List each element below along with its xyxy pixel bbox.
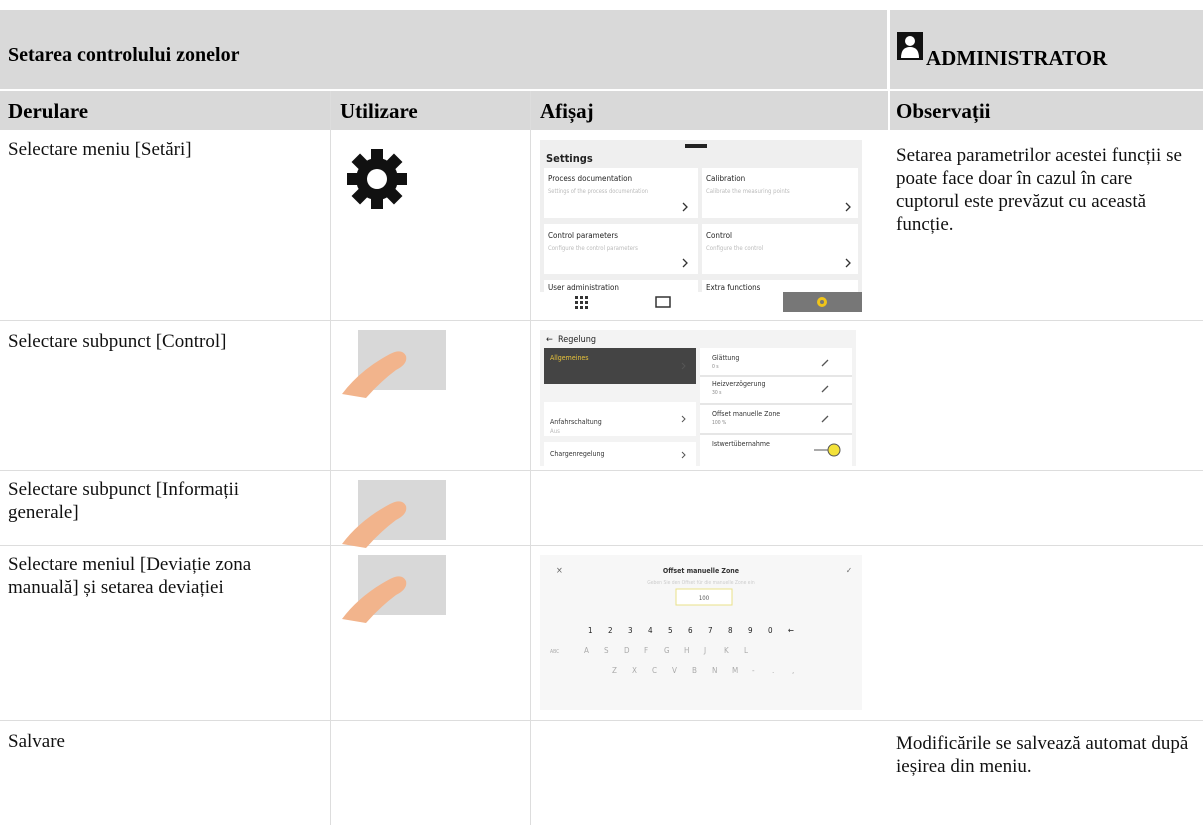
key: L xyxy=(744,646,748,655)
key: C xyxy=(652,666,657,675)
column-header: Observații xyxy=(896,99,991,123)
key: 6 xyxy=(688,626,693,635)
list-item: Anfahrschaltung xyxy=(550,418,602,426)
key: 2 xyxy=(608,626,613,635)
param-name: Glättung xyxy=(712,354,739,362)
input-value: 100 xyxy=(699,595,710,602)
column-header-row xyxy=(0,91,1203,130)
step-text: Selectare meniu [Setări] xyxy=(8,139,192,160)
key: 8 xyxy=(728,626,733,635)
param-name: Offset manuelle Zone xyxy=(712,410,780,418)
key: Z xyxy=(612,666,617,675)
list-value: Aus xyxy=(550,428,560,435)
control-screen: ← Regelung Allgemeines Anfahrschaltung A… xyxy=(540,330,856,466)
close-button: × xyxy=(556,566,563,576)
key: 3 xyxy=(628,626,633,635)
column-header: Utilizare xyxy=(340,99,418,123)
key: G xyxy=(664,646,670,655)
param-name: Heizverzögerung xyxy=(712,380,765,388)
key: 7 xyxy=(708,626,713,635)
divider xyxy=(0,470,1203,471)
title-cell xyxy=(0,10,887,89)
table-title: Setarea controlului zonelor xyxy=(8,44,240,66)
role-label: ADMINISTRATOR xyxy=(926,46,1108,70)
list-item: Allgemeines xyxy=(550,354,589,362)
param-value: 100 % xyxy=(712,420,727,426)
user-icon xyxy=(897,32,923,60)
key: H xyxy=(684,646,689,655)
param-name: Istwertübernahme xyxy=(712,440,770,448)
param-value: 0 s xyxy=(712,364,719,370)
step-text: Selectare meniul [Deviație zona manuală]… xyxy=(8,554,252,598)
keyboard-screen: × Offset manuelle Zone ✓ Geben Sie den O… xyxy=(540,555,862,710)
card-text: Calibrate the measuring points xyxy=(706,188,790,195)
key: , xyxy=(792,666,794,675)
key: N xyxy=(712,666,717,675)
touch-icon xyxy=(342,555,446,623)
step-text: Selectare subpunct [Informații generale] xyxy=(8,479,240,523)
key: B xyxy=(692,666,697,675)
note-text: Modificările se salvează automat după ie… xyxy=(896,733,1189,777)
key: ← xyxy=(788,626,794,635)
key: 4 xyxy=(648,626,653,635)
key: ABC xyxy=(550,649,559,655)
card-title: User administration xyxy=(548,283,619,292)
key: X xyxy=(632,666,637,675)
screen-title: Regelung xyxy=(558,335,596,345)
key: - xyxy=(752,666,755,675)
key: K xyxy=(724,646,729,655)
divider xyxy=(0,320,1203,321)
step-text: Salvare xyxy=(8,731,65,752)
hint: Geben Sie den Offset für die manuelle Zo… xyxy=(647,580,755,586)
key: A xyxy=(584,646,589,655)
gear-icon xyxy=(347,149,407,209)
key: V xyxy=(672,666,677,675)
key: D xyxy=(624,646,630,655)
screen-title: Settings xyxy=(546,152,593,165)
param-value: 30 s xyxy=(712,390,722,396)
card-text: Configure the control xyxy=(706,245,763,252)
key: J xyxy=(703,646,706,655)
key: F xyxy=(644,646,648,655)
key: 0 xyxy=(768,626,773,635)
key: 5 xyxy=(668,626,673,635)
key: . xyxy=(772,666,774,675)
divider xyxy=(330,91,331,825)
touch-icon xyxy=(342,480,446,548)
list-item: Chargenregelung xyxy=(550,450,605,458)
settings-screen: Settings Process documentation Settings … xyxy=(540,140,862,312)
key: S xyxy=(604,646,609,655)
back-arrow: ← xyxy=(546,335,553,345)
card-title: Control xyxy=(706,231,732,240)
divider xyxy=(888,10,890,825)
card-text: Configure the control parameters xyxy=(548,245,638,252)
card-title: Process documentation xyxy=(548,174,632,183)
key: 1 xyxy=(588,626,593,635)
note-text: Setarea parametrilor acestei funcții se … xyxy=(896,145,1182,235)
confirm-button: ✓ xyxy=(846,566,852,575)
divider xyxy=(530,91,531,825)
divider xyxy=(0,545,1203,546)
card-text: Settings of the process documentation xyxy=(548,188,648,195)
touch-icon xyxy=(342,330,446,398)
role-cell xyxy=(889,10,1203,89)
card-title: Calibration xyxy=(706,174,745,183)
column-header: Derulare xyxy=(8,99,89,123)
divider xyxy=(0,720,1203,721)
card-title: Extra functions xyxy=(706,283,761,292)
key: 9 xyxy=(748,626,753,635)
card-title: Control parameters xyxy=(548,231,618,240)
step-text: Selectare subpunct [Control] xyxy=(8,331,227,352)
dialog-title: Offset manuelle Zone xyxy=(663,567,739,575)
key: M xyxy=(732,666,738,675)
column-header: Afișaj xyxy=(540,99,594,123)
